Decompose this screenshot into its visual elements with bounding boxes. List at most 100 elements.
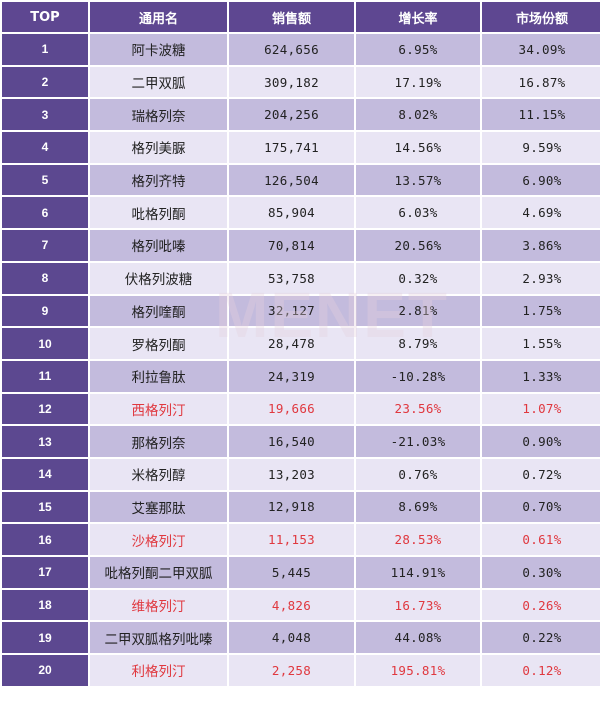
name-cell: 那格列奈 (90, 426, 227, 457)
table-row: 13 那格列奈 16,540 -21.03% 0.90% (2, 426, 600, 457)
name-cell: 格列喹酮 (90, 295, 227, 327)
sales-cell: 13,203 (229, 458, 354, 490)
growth-cell: 195.81% (356, 655, 480, 686)
name-cell: 吡格列酮二甲双胍 (90, 557, 227, 588)
share-cell: 0.22% (482, 622, 600, 654)
name-cell: 格列齐特 (90, 164, 227, 196)
rank-cell: 17 (2, 557, 88, 588)
name-cell: 利格列汀 (90, 655, 227, 686)
rank-cell: 3 (2, 99, 88, 131)
header-share: 市场份额 (482, 2, 600, 32)
share-cell: 6.90% (482, 164, 600, 196)
rank-cell: 11 (2, 360, 88, 392)
share-cell: 0.90% (482, 426, 600, 457)
table-row: 19 二甲双胍格列吡嗪 4,048 44.08% 0.22% (2, 622, 600, 654)
name-cell: 米格列醇 (90, 458, 227, 490)
sales-cell: 32,127 (229, 295, 354, 327)
sales-cell: 4,826 (229, 589, 354, 621)
share-cell: 4.69% (482, 197, 600, 229)
share-cell: 1.07% (482, 393, 600, 425)
sales-cell: 126,504 (229, 164, 354, 196)
rank-cell: 14 (2, 458, 88, 490)
share-cell: 16.87% (482, 66, 600, 98)
name-cell: 利拉鲁肽 (90, 360, 227, 392)
share-cell: 3.86% (482, 230, 600, 261)
rank-cell: 2 (2, 66, 88, 98)
growth-cell: 114.91% (356, 557, 480, 588)
table-body: 1 阿卡波糖 624,656 6.95% 34.09% 2 二甲双胍 309,182 17.1… (2, 34, 600, 686)
rank-cell: 7 (2, 230, 88, 261)
name-cell: 艾塞那肽 (90, 491, 227, 523)
table-row: 18 维格列汀 4,826 16.73% 0.26% (2, 589, 600, 621)
name-cell: 阿卡波糖 (90, 34, 227, 65)
header-name: 通用名 (90, 2, 227, 32)
share-cell: 9.59% (482, 132, 600, 163)
share-cell: 0.70% (482, 491, 600, 523)
share-cell: 34.09% (482, 34, 600, 65)
header-top: TOP (2, 2, 88, 32)
growth-cell: 28.53% (356, 524, 480, 555)
table-row: 4 格列美脲 175,741 14.56% 9.59% (2, 132, 600, 163)
name-cell: 沙格列汀 (90, 524, 227, 555)
rank-cell: 12 (2, 393, 88, 425)
name-cell: 吡格列酮 (90, 197, 227, 229)
growth-cell: 23.56% (356, 393, 480, 425)
name-cell: 西格列汀 (90, 393, 227, 425)
table-row: 17 吡格列酮二甲双胍 5,445 114.91% 0.30% (2, 557, 600, 588)
growth-cell: 6.03% (356, 197, 480, 229)
sales-cell: 204,256 (229, 99, 354, 131)
table-header: TOP 通用名 销售额 增长率 市场份额 (2, 2, 600, 32)
growth-cell: 13.57% (356, 164, 480, 196)
sales-cell: 2,258 (229, 655, 354, 686)
rank-cell: 4 (2, 132, 88, 163)
sales-cell: 24,319 (229, 360, 354, 392)
table-row: 7 格列吡嗪 70,814 20.56% 3.86% (2, 230, 600, 261)
name-cell: 二甲双胍 (90, 66, 227, 98)
table-row: 6 吡格列酮 85,904 6.03% 4.69% (2, 197, 600, 229)
table-row: 12 西格列汀 19,666 23.56% 1.07% (2, 393, 600, 425)
rank-cell: 15 (2, 491, 88, 523)
rank-cell: 20 (2, 655, 88, 686)
name-cell: 格列美脲 (90, 132, 227, 163)
growth-cell: 16.73% (356, 589, 480, 621)
name-cell: 格列吡嗪 (90, 230, 227, 261)
sales-cell: 4,048 (229, 622, 354, 654)
table-row: 20 利格列汀 2,258 195.81% 0.12% (2, 655, 600, 686)
rank-cell: 10 (2, 328, 88, 359)
sales-cell: 19,666 (229, 393, 354, 425)
growth-cell: 0.32% (356, 262, 480, 294)
table-row: 5 格列齐特 126,504 13.57% 6.90% (2, 164, 600, 196)
rank-cell: 18 (2, 589, 88, 621)
share-cell: 1.75% (482, 295, 600, 327)
rank-cell: 13 (2, 426, 88, 457)
growth-cell: 20.56% (356, 230, 480, 261)
share-cell: 2.93% (482, 262, 600, 294)
table-row: 15 艾塞那肽 12,918 8.69% 0.70% (2, 491, 600, 523)
growth-cell: 8.69% (356, 491, 480, 523)
share-cell: 1.55% (482, 328, 600, 359)
name-cell: 伏格列波糖 (90, 262, 227, 294)
rank-cell: 9 (2, 295, 88, 327)
share-cell: 0.26% (482, 589, 600, 621)
growth-cell: 8.79% (356, 328, 480, 359)
header-growth: 增长率 (356, 2, 480, 32)
table-row: 9 格列喹酮 32,127 2.81% 1.75% (2, 295, 600, 327)
growth-cell: 0.76% (356, 458, 480, 490)
sales-cell: 53,758 (229, 262, 354, 294)
rank-cell: 19 (2, 622, 88, 654)
growth-cell: -21.03% (356, 426, 480, 457)
sales-cell: 309,182 (229, 66, 354, 98)
growth-cell: 8.02% (356, 99, 480, 131)
table-row: 2 二甲双胍 309,182 17.19% 16.87% (2, 66, 600, 98)
header-sales: 销售额 (229, 2, 354, 32)
sales-cell: 70,814 (229, 230, 354, 261)
rank-cell: 8 (2, 262, 88, 294)
growth-cell: 44.08% (356, 622, 480, 654)
rank-cell: 6 (2, 197, 88, 229)
sales-cell: 5,445 (229, 557, 354, 588)
share-cell: 0.12% (482, 655, 600, 686)
table-row: 3 瑞格列奈 204,256 8.02% 11.15% (2, 99, 600, 131)
growth-cell: 14.56% (356, 132, 480, 163)
share-cell: 1.33% (482, 360, 600, 392)
